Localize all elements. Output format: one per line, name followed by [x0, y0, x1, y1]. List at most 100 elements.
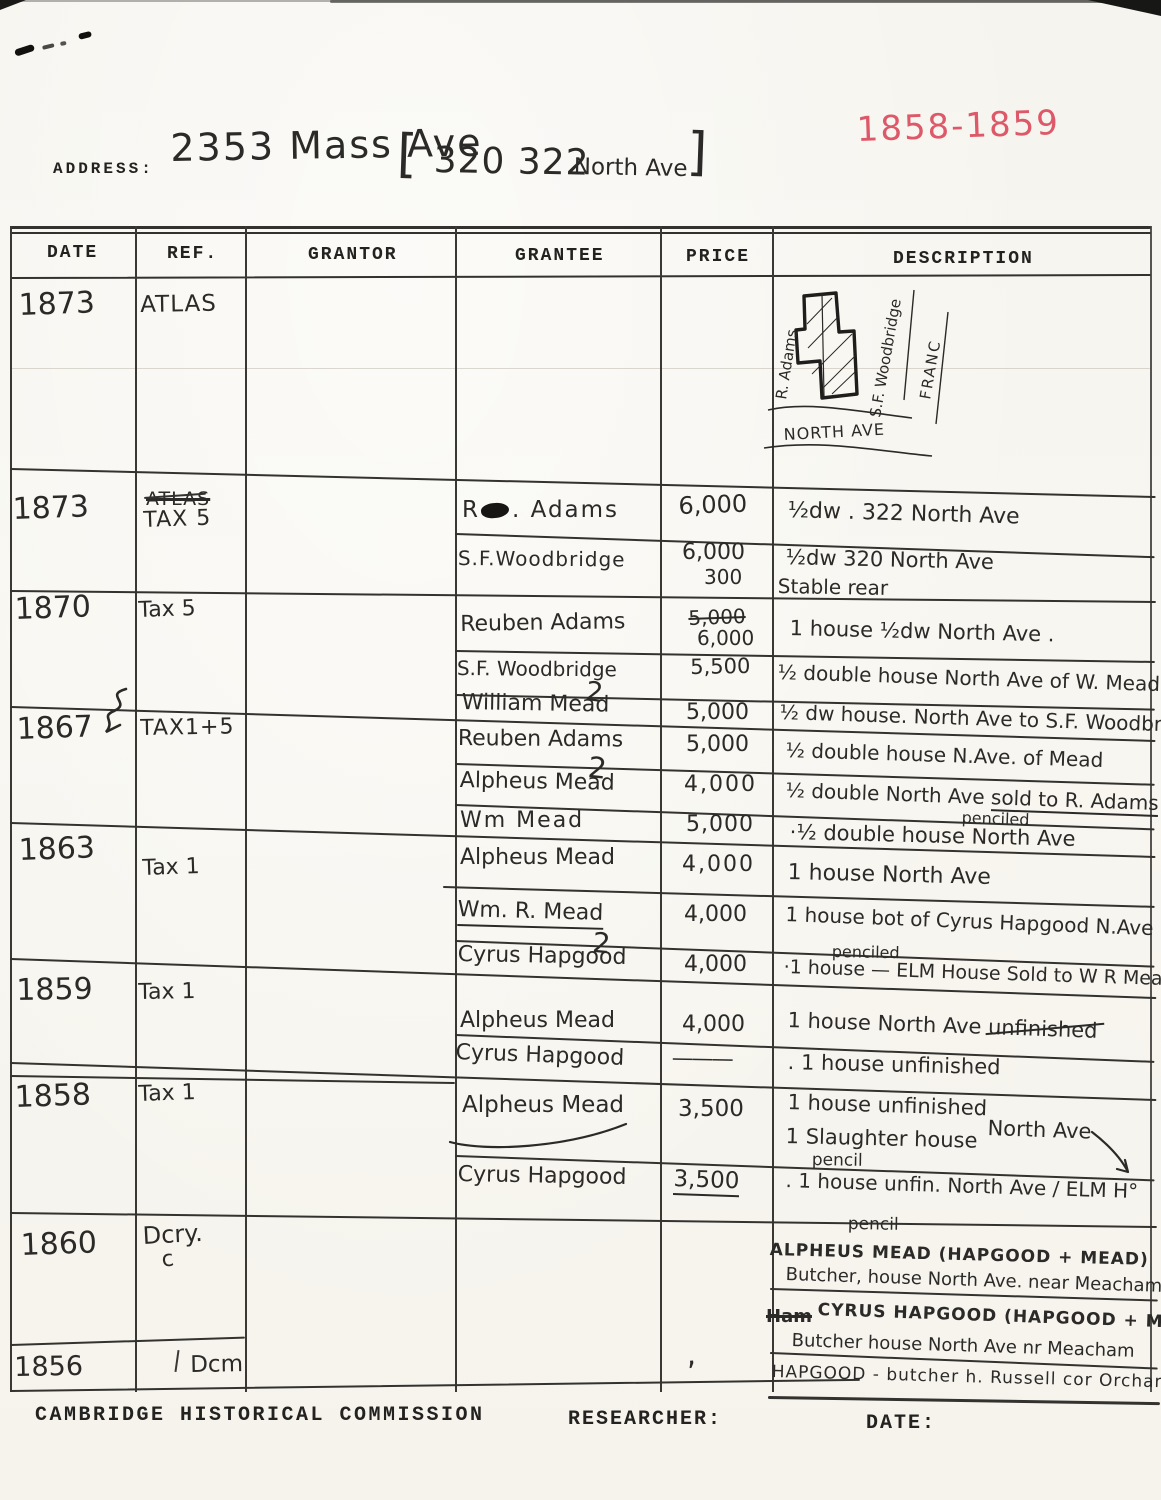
description-text: 1 house North Ave unfinished	[787, 1008, 1098, 1043]
grantee-name: Wm. R. Mead	[457, 897, 604, 930]
grantee-name: Alpheus Mead	[460, 1008, 615, 1033]
grantee-name: R	[462, 497, 478, 523]
description-text: 1 Slaughter house	[785, 1124, 978, 1153]
party-wall-line	[821, 293, 825, 397]
side-street-line	[935, 311, 949, 425]
description-struck: unfinished	[987, 1015, 1098, 1043]
entry-year: 1863	[18, 830, 96, 868]
description-text: . 1 house unfin. North Ave / ELM H°	[785, 1168, 1139, 1204]
grantee-name: Cyrus Hapgood	[455, 1040, 625, 1071]
grantee-mark: 2	[586, 750, 609, 786]
entry-year: 1870	[14, 589, 92, 627]
ink-smudge	[14, 43, 36, 57]
col-header-price: PRICE	[686, 247, 751, 267]
check-squiggle	[104, 687, 128, 734]
price-value: 6,000	[678, 489, 748, 520]
row-line-short	[10, 1336, 245, 1346]
address-label: ADDRESS:	[53, 160, 154, 178]
directory-struck-word: Ham	[766, 1306, 812, 1327]
price-column-tick: ,	[684, 1337, 698, 1373]
desc-heavy-underline	[767, 1396, 1160, 1406]
scan-corner-top-left	[0, 0, 26, 10]
entry-year: 1859	[16, 971, 93, 1008]
col-header-date: DATE	[47, 243, 99, 263]
description-text: 1 house North Ave	[787, 860, 992, 890]
grantee-name: Wm Mead	[460, 808, 585, 833]
scan-fold-line	[10, 368, 1150, 369]
entry-ref: Tax 1	[142, 854, 201, 881]
directory-entry-line: CYRUS HAPGOOD (HAPGOOD + MEAD)	[817, 1300, 1161, 1334]
sketch-right-owner-label: S.F. Woodbridge	[866, 297, 905, 418]
ink-blot	[480, 501, 510, 520]
entry-ref: Tax 1	[138, 1080, 197, 1107]
description-text: 1 house unfinished	[787, 1090, 988, 1121]
price-value: 5,000	[686, 732, 749, 757]
grantee-name: Alpheus Mead	[462, 1092, 625, 1118]
col-header-description: DESCRIPTION	[893, 249, 1034, 269]
entry-year: 1867	[16, 709, 94, 747]
ink-smudge	[42, 43, 55, 50]
footer-date-label: DATE:	[866, 1412, 937, 1435]
sketch-bottom-street-label: NORTH AVE	[783, 420, 885, 444]
bracket-stroke	[448, 1122, 628, 1149]
col-rule-grantee-price	[660, 226, 662, 1392]
table-top-rule-2	[10, 232, 1151, 234]
description-text: North Ave	[987, 1116, 1092, 1144]
ink-smudge	[60, 40, 67, 46]
col-rule-price-desc	[772, 226, 774, 1392]
pencil-note: pencil	[847, 1214, 899, 1235]
description-part: ½ double North Ave	[785, 778, 992, 810]
entry-ref: Tax 1	[138, 979, 196, 1005]
footer-organization: CAMBRIDGE HISTORICAL COMMISSION	[35, 1404, 485, 1427]
col-rule-ref-grantor	[245, 226, 247, 1392]
entry-ref: ATLAS	[140, 290, 218, 318]
price-value: 3,500	[672, 1166, 740, 1198]
description-text: 1 house bot of Cyrus Hapgood N.Ave	[785, 902, 1154, 941]
entry-ref: TAX 5	[143, 505, 212, 533]
year-range-note: 1858-1859	[856, 102, 1061, 150]
col-header-grantee: GRANTEE	[515, 246, 605, 266]
directory-entry-line: Butcher house North Ave nr Meacham	[791, 1330, 1135, 1362]
description-text: ½ double house N.Ave. of Mead	[785, 738, 1104, 772]
stray-tick	[174, 1349, 180, 1373]
entry-year: 1856	[14, 1350, 84, 1383]
address-alt-numbers: 320 322	[433, 140, 590, 184]
entry-year: 1873	[18, 285, 96, 323]
scan-top-edge-dark	[330, 0, 1160, 3]
entry-ref: TAX1+5	[140, 714, 235, 741]
sketch-left-owner-label: R. Adams	[772, 328, 801, 401]
description-text: . 1 house unfinished	[787, 1050, 1001, 1080]
col-rule-right	[1150, 226, 1152, 1392]
header-underline	[10, 274, 1152, 279]
entry-ref-flourish: c	[160, 1246, 176, 1273]
building-outline	[794, 291, 859, 400]
grantee-mark: 2	[591, 926, 612, 961]
entry-year: 1873	[12, 489, 90, 527]
grantee-name: Reuben Adams	[460, 609, 626, 637]
table-top-rule	[10, 226, 1151, 229]
price-value: 3,500	[678, 1096, 744, 1122]
entry-ref: Dcry.	[142, 1218, 204, 1250]
grantee-name: . Adams	[512, 497, 620, 523]
grantee-name: S.F.Woodbridge	[457, 546, 626, 572]
street-edge-line	[763, 443, 933, 457]
description-part: 1 house North Ave	[787, 1008, 989, 1039]
address-bracket-close: ]	[685, 122, 709, 183]
atlas-footprint-sketch: R. Adams S.F. Woodbridge FRANC NORTH AVE	[763, 289, 949, 457]
entry-ref: Tax 5	[138, 596, 197, 623]
ink-smudge	[78, 30, 93, 40]
description-text: Stable rear	[777, 574, 889, 600]
col-rule-date-ref	[135, 226, 137, 1392]
arrow-down-right	[1090, 1130, 1130, 1174]
side-street-line	[903, 289, 915, 401]
price-value: 4,000	[684, 772, 757, 797]
price-value: 5,000	[686, 700, 749, 725]
price-value: 5,000	[686, 812, 754, 837]
col-header-ref: REF.	[167, 244, 219, 264]
col-rule-left	[10, 226, 12, 1392]
footer-researcher-label: RESEARCHER:	[568, 1408, 723, 1431]
grantee-name: Cyrus Hapgood	[457, 1162, 627, 1190]
entry-ref: Dcm	[190, 1351, 244, 1378]
grantee-name: Reuben Adams	[457, 726, 624, 753]
